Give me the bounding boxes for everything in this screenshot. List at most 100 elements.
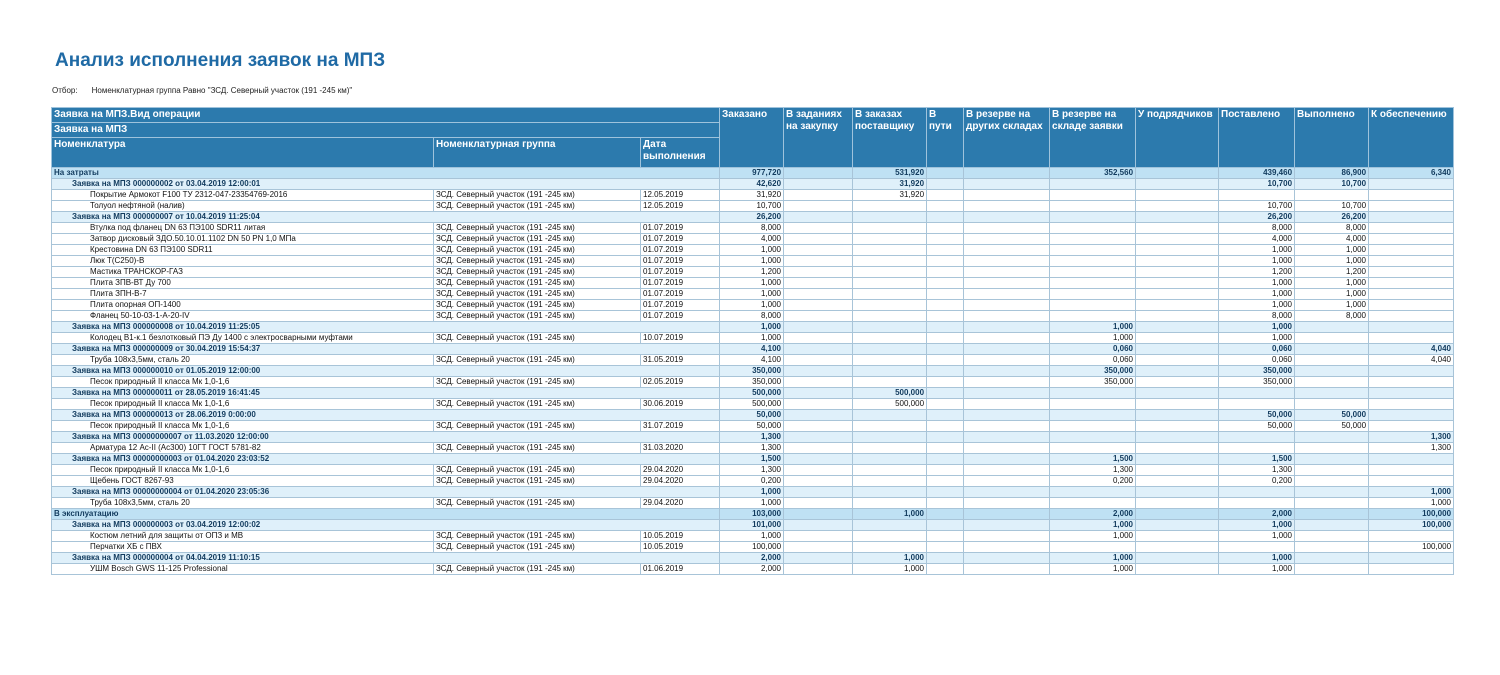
table-cell: 1,300 (1218, 464, 1296, 476)
table-cell: 0,200 (1218, 475, 1296, 487)
table-cell (926, 552, 965, 564)
table-cell (926, 519, 965, 531)
table-cell: 0,060 (1049, 354, 1137, 366)
table-cell (926, 387, 965, 399)
table-cell: 1,000 (1049, 563, 1137, 575)
table-cell: Заявка на МПЗ 000000010 от 01.05.2019 12… (50, 365, 721, 377)
table-cell (926, 420, 965, 432)
table-cell (1218, 398, 1296, 410)
table-row: Костюм летний для защиты от ОПЗ и МВ ЗСД.… (51, 530, 1455, 542)
table-cell: 1,000 (1218, 244, 1296, 256)
table-cell (1135, 552, 1220, 564)
table-cell: 01.07.2019 (639, 277, 721, 289)
table-cell (852, 310, 928, 322)
table-cell: ЗСД. Северный участок (191 -245 км) (433, 200, 641, 212)
table-cell: 12.05.2019 (639, 200, 721, 212)
table-cell: 1,000 (719, 486, 785, 498)
table-cell (926, 497, 965, 509)
table-cell (1294, 497, 1370, 509)
table-cell: 42,620 (719, 178, 785, 190)
table-cell: 1,300 (1368, 431, 1455, 443)
table-cell: 1,300 (719, 464, 785, 476)
table-cell: ЗСД. Северный участок (191 -245 км) (433, 420, 641, 432)
filter-value: Номенклатурная группа Равно "ЗСД. Северн… (91, 86, 353, 95)
table-cell (783, 563, 854, 575)
table-cell (963, 475, 1051, 487)
table-cell: 1,000 (1218, 530, 1296, 542)
table-cell (963, 519, 1051, 531)
table-cell (1049, 387, 1137, 399)
table-cell (926, 321, 965, 333)
table-cell (926, 453, 965, 465)
table-row: Труба 108х3,5мм, сталь 20 ЗСД. Северный у… (51, 354, 1455, 366)
table-cell: 1,000 (719, 530, 785, 542)
table-cell: 4,040 (1368, 354, 1455, 366)
table-cell (1135, 189, 1220, 201)
table-cell (1368, 255, 1455, 267)
table-cell: 350,000 (1049, 365, 1137, 377)
table-cell (852, 365, 928, 377)
table-row: Заявка на МПЗ 000000010 от 01.05.2019 12… (50, 365, 1455, 377)
table-cell: 531,920 (852, 167, 928, 179)
table-cell: 31.07.2019 (639, 420, 721, 432)
table-cell (852, 475, 928, 487)
table-cell: 31.03.2020 (639, 442, 721, 454)
table-cell: 1,000 (1368, 486, 1455, 498)
table-cell (1135, 299, 1220, 311)
table-cell: 10,700 (1294, 200, 1370, 212)
table-cell (1049, 211, 1137, 223)
table-cell: 100,000 (1368, 541, 1455, 553)
table-cell: 50,000 (719, 409, 785, 421)
table-cell (1049, 486, 1137, 498)
table-row: Толуол нефтяной (налив) ЗСД. Северный уча… (51, 200, 1455, 212)
table-cell (1135, 431, 1220, 443)
table-row: Заявка на МПЗ 00000000003 от 01.04.2020 … (50, 453, 1455, 465)
header-cell: В резерве на других складах (963, 107, 1051, 168)
table-cell: 26,200 (719, 211, 785, 223)
table-cell (783, 211, 854, 223)
table-cell: 02.05.2019 (639, 376, 721, 388)
table-cell (1135, 365, 1220, 377)
table-cell: 1,000 (1294, 244, 1370, 256)
table-cell: 26,200 (1294, 211, 1370, 223)
table-cell (1049, 288, 1137, 300)
header-cell: Номенклатура (51, 137, 434, 168)
table-row: Колодец В1-к.1 безлотковый ПЭ Ду 1400 с … (51, 332, 1455, 344)
table-cell (1135, 475, 1220, 487)
table-cell (963, 222, 1051, 234)
table-cell: 10.05.2019 (639, 530, 721, 542)
table-cell (963, 486, 1051, 498)
table-cell (1135, 167, 1220, 179)
table-cell (963, 354, 1051, 366)
table-cell (963, 387, 1051, 399)
table-cell: 4,100 (719, 354, 785, 366)
table-cell: ЗСД. Северный участок (191 -245 км) (433, 189, 641, 201)
table-cell: 1,000 (1049, 519, 1137, 531)
table-row: Покрытие Армокот F100 ТУ 2312-047-233547… (51, 189, 1455, 201)
table-cell: 1,000 (719, 321, 785, 333)
table-cell (852, 497, 928, 509)
table-cell (1368, 244, 1455, 256)
table-cell: Затвор дисковый ЗДО.50.10.01.1102 DN 50 … (51, 233, 434, 245)
table-cell (1368, 530, 1455, 542)
table-cell: ЗСД. Северный участок (191 -245 км) (433, 266, 641, 278)
table-cell (783, 200, 854, 212)
table-cell: 2,000 (719, 552, 785, 564)
table-cell (1218, 442, 1296, 454)
table-cell: ЗСД. Северный участок (191 -245 км) (433, 475, 641, 487)
table-cell: 01.07.2019 (639, 255, 721, 267)
table-cell (926, 376, 965, 388)
table-cell: Заявка на МПЗ 00000000004 от 01.04.2020 … (50, 486, 721, 498)
table-cell: 31,920 (852, 189, 928, 201)
table-cell: 4,000 (719, 233, 785, 245)
table-cell: 1,300 (719, 431, 785, 443)
header-cell: Заказано (719, 107, 785, 168)
table-cell (1049, 497, 1137, 509)
table-cell (783, 222, 854, 234)
table-cell (1049, 442, 1137, 454)
table-cell: 86,900 (1294, 167, 1370, 179)
table-cell: Заявка на МПЗ 000000011 от 28.05.2019 16… (50, 387, 721, 399)
table-row: Мастика ТРАНСКОР-ГАЗ ЗСД. Северный участо… (51, 266, 1455, 278)
table-cell (1294, 332, 1370, 344)
